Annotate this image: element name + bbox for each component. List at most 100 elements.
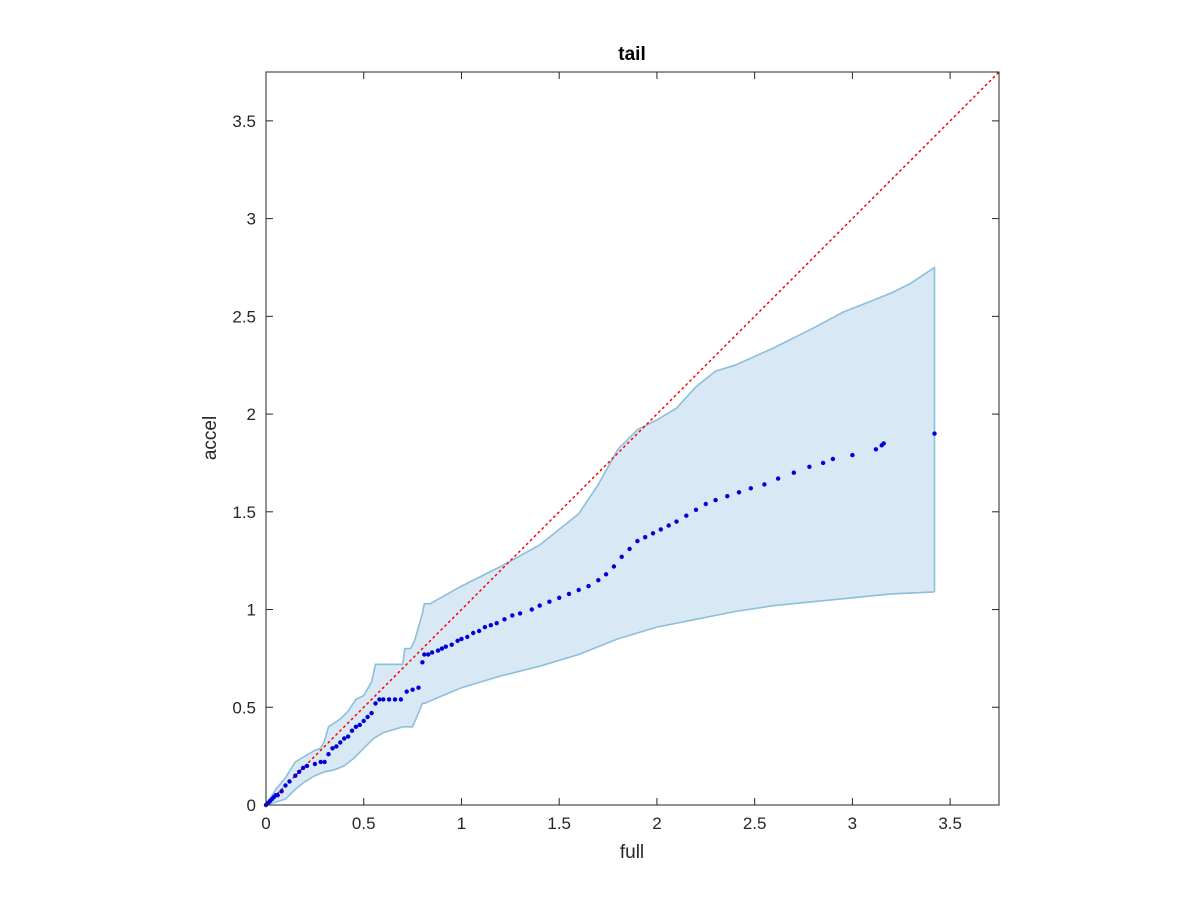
data-point [603,572,609,577]
y-tick-label: 1 [247,601,256,620]
data-point [422,652,427,657]
data-point [586,583,591,589]
data-point [658,527,663,532]
x-tick-label: 3.5 [938,814,962,833]
data-point [361,718,366,724]
data-point [318,759,323,765]
data-point [326,752,331,757]
band-lower-edge [265,591,935,806]
data-point [807,464,812,469]
data-point [334,744,339,749]
data-point [377,697,382,702]
data-point [627,546,632,552]
uncertainty-band [266,267,935,805]
data-point [435,648,441,653]
data-point [502,617,507,622]
reference-line [265,71,1000,806]
data-point [300,765,306,771]
data-point [429,650,435,655]
data-point [775,476,781,481]
data-point [471,630,476,636]
data-point [357,722,362,728]
data-point [338,740,343,745]
x-tick-label: 3 [848,814,857,833]
data-point [557,595,562,600]
data-point [459,636,464,642]
data-point [762,482,767,487]
data-point [416,685,421,690]
points-layer [263,431,937,808]
data-point [449,642,454,647]
data-point [420,660,425,665]
data-point [369,710,374,716]
data-point [932,431,937,436]
data-point [426,652,431,657]
data-point [576,587,581,593]
data-point [693,507,699,512]
data-point [410,687,415,692]
data-point [365,714,370,720]
data-point [455,638,460,643]
x-tick-label: 2.5 [743,814,767,833]
y-axis-label: accel [200,416,221,460]
data-point [830,456,836,462]
data-point [566,591,572,597]
plot-frame [265,71,1000,806]
x-tick-label: 2 [652,814,661,833]
data-point [353,724,359,729]
data-point [476,628,482,634]
data-point [283,783,288,788]
data-point [488,623,493,628]
data-point [312,761,318,767]
data-point [517,611,523,616]
data-point [850,452,855,458]
x-tick-label: 1.5 [547,814,571,833]
data-point [297,769,302,774]
data-point [381,697,386,702]
data-point [713,497,718,503]
data-point [386,697,392,702]
band-upper-edge [265,266,936,806]
data-point [684,513,689,518]
data-point [820,460,826,466]
data-point [443,644,448,649]
y-tick-label: 2.5 [232,307,256,326]
data-point [619,554,624,559]
data-point [322,759,327,765]
data-point [439,646,445,651]
y-tick-label: 0.5 [232,698,256,717]
data-point [666,523,671,528]
data-point [392,697,398,702]
data-point [279,789,284,794]
data-point [345,734,351,739]
data-point [791,470,796,475]
data-point [287,779,292,784]
y-tick-label: 2 [247,405,256,424]
data-point [611,564,617,569]
data-point [725,494,730,499]
data-point [398,697,404,702]
x-axis-ticks: 0 0.5 1 1.5 2 2.5 3 3.5 [261,72,962,833]
y-axis-ticks: 0 0.5 1 1.5 2 2.5 3 3.5 [232,112,999,815]
y-tick-label: 0 [247,796,256,815]
data-point [748,486,753,491]
x-axis-label: full [620,842,644,863]
data-point [330,746,335,751]
data-point [703,501,708,507]
data-point [510,613,515,618]
y-tick-label: 1.5 [232,503,256,522]
data-point [674,519,679,524]
data-point [482,624,488,630]
y-tick-label: 3.5 [232,112,256,131]
data-point [537,603,542,608]
data-point [873,447,879,452]
data-point [596,578,601,583]
data-point [293,773,298,778]
data-point [494,621,499,626]
data-point [529,607,534,612]
data-point [275,793,280,798]
data-point [643,535,648,540]
data-point [881,441,886,446]
x-tick-label: 1 [457,814,466,833]
